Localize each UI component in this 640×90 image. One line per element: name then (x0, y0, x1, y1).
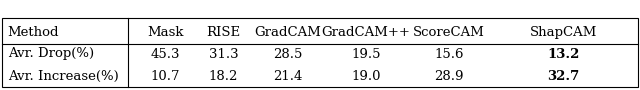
Text: GradCAM: GradCAM (254, 26, 321, 39)
Text: 18.2: 18.2 (209, 70, 238, 83)
Text: 45.3: 45.3 (150, 48, 180, 60)
Text: Avr. Increase(%): Avr. Increase(%) (8, 70, 118, 83)
Text: Mask: Mask (147, 26, 184, 39)
Text: 13.2: 13.2 (547, 48, 579, 60)
Text: 21.4: 21.4 (273, 70, 302, 83)
Text: Avr. Drop(%): Avr. Drop(%) (8, 48, 94, 60)
Text: ShapCAM: ShapCAM (529, 26, 597, 39)
Text: 10.7: 10.7 (150, 70, 180, 83)
Text: GradCAM++: GradCAM++ (322, 26, 410, 39)
Text: RISE: RISE (206, 26, 241, 39)
Text: 31.3: 31.3 (209, 48, 238, 60)
Text: 19.0: 19.0 (351, 70, 381, 83)
Bar (2, 18, 638, 87)
Text: Method: Method (8, 26, 59, 39)
Text: 32.7: 32.7 (547, 70, 579, 83)
Text: ScoreCAM: ScoreCAM (413, 26, 485, 39)
Text: 28.9: 28.9 (435, 70, 464, 83)
Text: 19.5: 19.5 (351, 48, 381, 60)
Text: 28.5: 28.5 (273, 48, 302, 60)
Text: 15.6: 15.6 (435, 48, 464, 60)
